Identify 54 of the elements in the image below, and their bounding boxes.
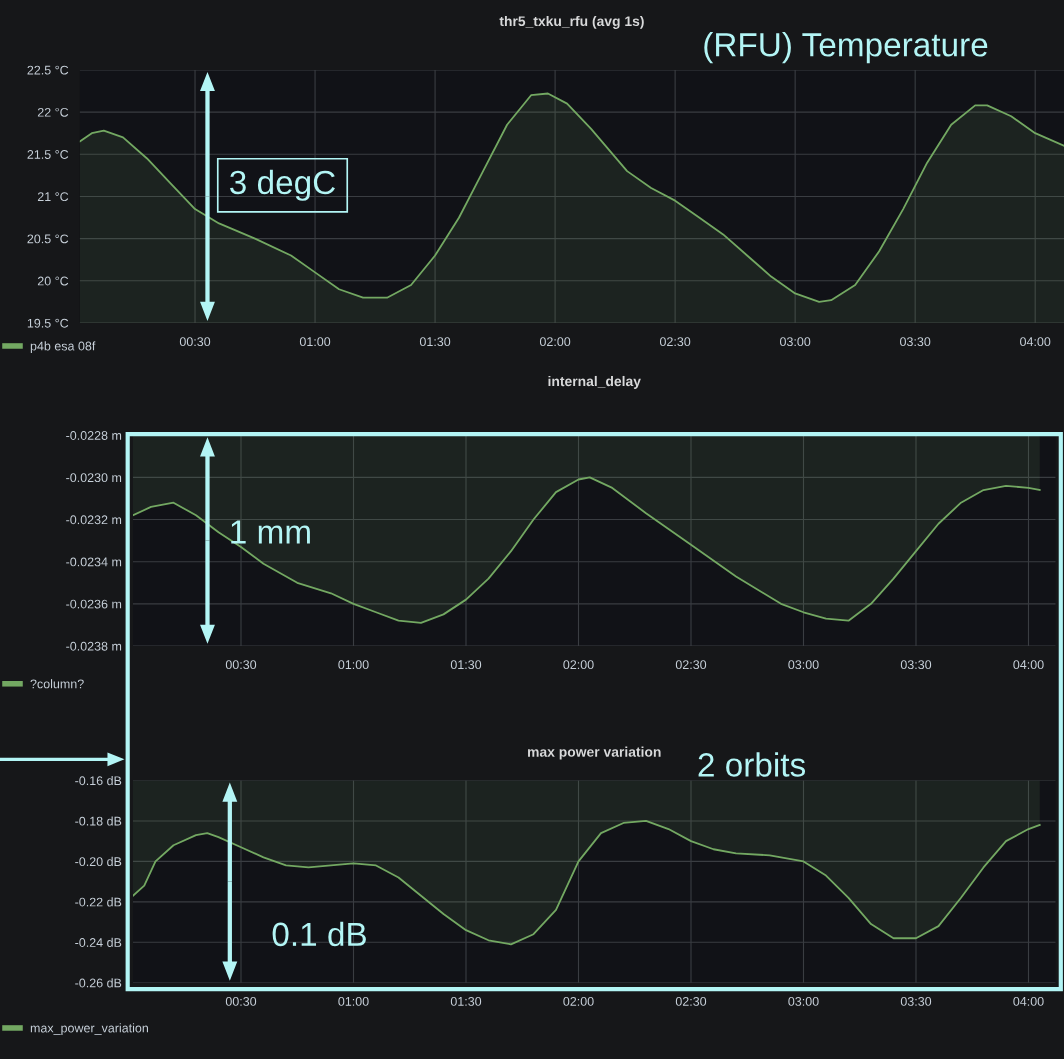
x-tick-label: 04:00: [1020, 337, 1051, 347]
y-tick-label: 22 °C: [37, 107, 69, 117]
y-tick-label: 20 °C: [37, 276, 69, 286]
text: 2 orbits: [698, 752, 806, 777]
x-tick-label: 01:00: [338, 660, 369, 670]
x-tick-label: 01:30: [450, 660, 482, 670]
x-tick-label: 02:30: [659, 337, 691, 347]
x-tick-label: 01:00: [338, 996, 369, 1006]
x-tick-label: 02:00: [539, 337, 571, 347]
chart-title: max power variation: [528, 746, 661, 760]
y-tick-label: -0.24 dB: [75, 937, 122, 947]
text: (RFU) Temperature: [704, 32, 988, 64]
x-tick-label: 00:30: [225, 660, 257, 670]
x-tick-label: 00:30: [179, 337, 211, 347]
x-tick-label: 00:30: [225, 996, 257, 1006]
legend-label: ?column?: [30, 679, 84, 689]
x-tick-label: 03:30: [900, 660, 932, 670]
annotation: 3 degC: [230, 169, 335, 201]
x-tick-label: 04:00: [1013, 996, 1044, 1006]
x-tick-label: 01:30: [450, 996, 482, 1006]
x-tick-label: 02:00: [563, 996, 594, 1006]
x-tick-label: 01:00: [299, 337, 331, 347]
y-tick-label: 22.5 °C: [27, 65, 69, 75]
x-tick-label: 03:30: [900, 337, 931, 347]
chart-title: internal_delay: [548, 375, 641, 389]
y-tick-label: -0.0228 m: [66, 431, 122, 440]
x-tick-label: 01:30: [419, 337, 451, 347]
x-tick-label: 03:00: [788, 660, 819, 670]
chart-title: thr5_txku_rfu (avg 1s): [499, 15, 644, 29]
annotation: 1 mm: [231, 520, 310, 544]
x-tick-label: 02:30: [675, 996, 707, 1006]
legend-label: max_power_variation: [30, 1023, 148, 1035]
x-tick-label: 03:00: [788, 996, 819, 1006]
y-tick-label: 21 °C: [37, 192, 69, 202]
x-tick-label: 02:00: [563, 660, 594, 670]
y-tick-label: -0.0232 m: [66, 515, 122, 525]
x-tick-label: 04:00: [1013, 660, 1044, 670]
x-tick-label: 03:00: [779, 337, 811, 347]
y-tick-label: -0.0230 m: [66, 473, 122, 483]
y-tick-label: -0.22 dB: [75, 897, 122, 907]
y-tick-label: -0.0234 m: [66, 557, 122, 567]
y-tick-label: -0.16 dB: [75, 775, 122, 786]
x-tick-label: 03:30: [900, 996, 932, 1006]
y-tick-label: -0.26 dB: [75, 978, 122, 988]
y-tick-label: -0.0238 m: [66, 641, 122, 651]
annotation: 0.1 dB: [272, 921, 366, 947]
x-tick-label: 02:30: [675, 660, 707, 670]
y-tick-label: -0.20 dB: [75, 856, 122, 867]
y-tick-label: 21.5 °C: [27, 150, 69, 159]
y-tick-label: 20.5 °C: [27, 234, 69, 244]
y-tick-label: 19.5 °C: [27, 318, 69, 328]
y-tick-label: -0.18 dB: [75, 816, 122, 826]
y-tick-label: -0.0236 m: [66, 599, 122, 609]
legend-label: p4b esa 08f: [30, 341, 96, 353]
